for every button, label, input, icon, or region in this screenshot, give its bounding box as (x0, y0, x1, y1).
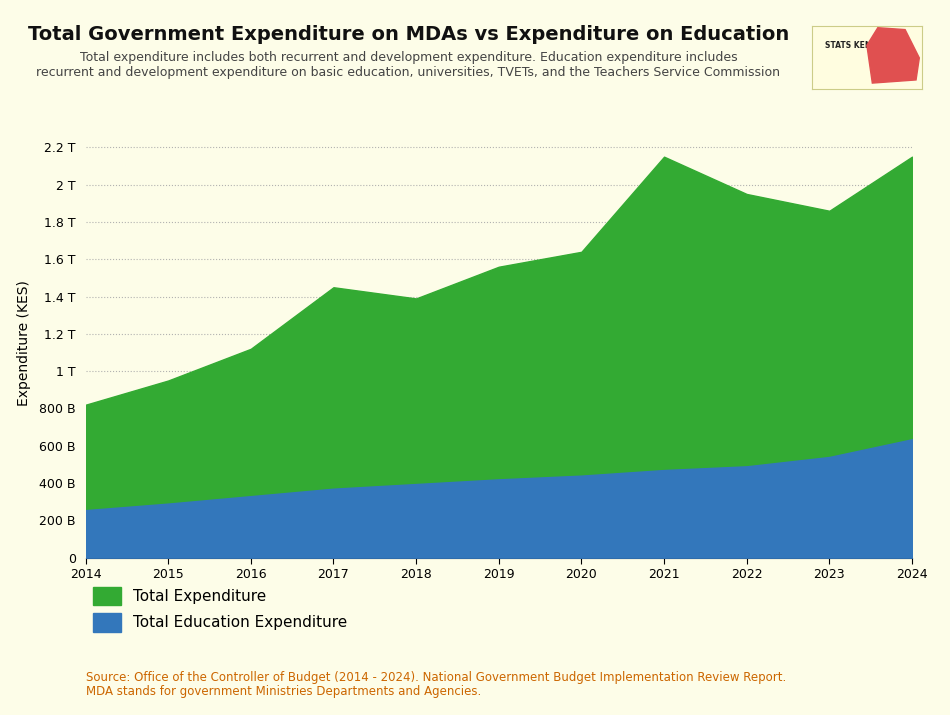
Text: STATS KENYA: STATS KENYA (826, 41, 883, 50)
Y-axis label: Expenditure (KES): Expenditure (KES) (17, 280, 30, 406)
Legend: Total Expenditure, Total Education Expenditure: Total Expenditure, Total Education Expen… (93, 587, 347, 632)
Text: Total Government Expenditure on MDAs vs Expenditure on Education: Total Government Expenditure on MDAs vs … (28, 25, 789, 44)
Text: recurrent and development expenditure on basic education, universities, TVETs, a: recurrent and development expenditure on… (36, 66, 781, 79)
Polygon shape (866, 28, 920, 83)
Text: Source: Office of the Controller of Budget (2014 - 2024). National Government Bu: Source: Office of the Controller of Budg… (86, 671, 786, 684)
Text: MDA stands for government Ministries Departments and Agencies.: MDA stands for government Ministries Dep… (86, 685, 481, 698)
Text: Total expenditure includes both recurrent and development expenditure. Education: Total expenditure includes both recurren… (80, 51, 737, 64)
